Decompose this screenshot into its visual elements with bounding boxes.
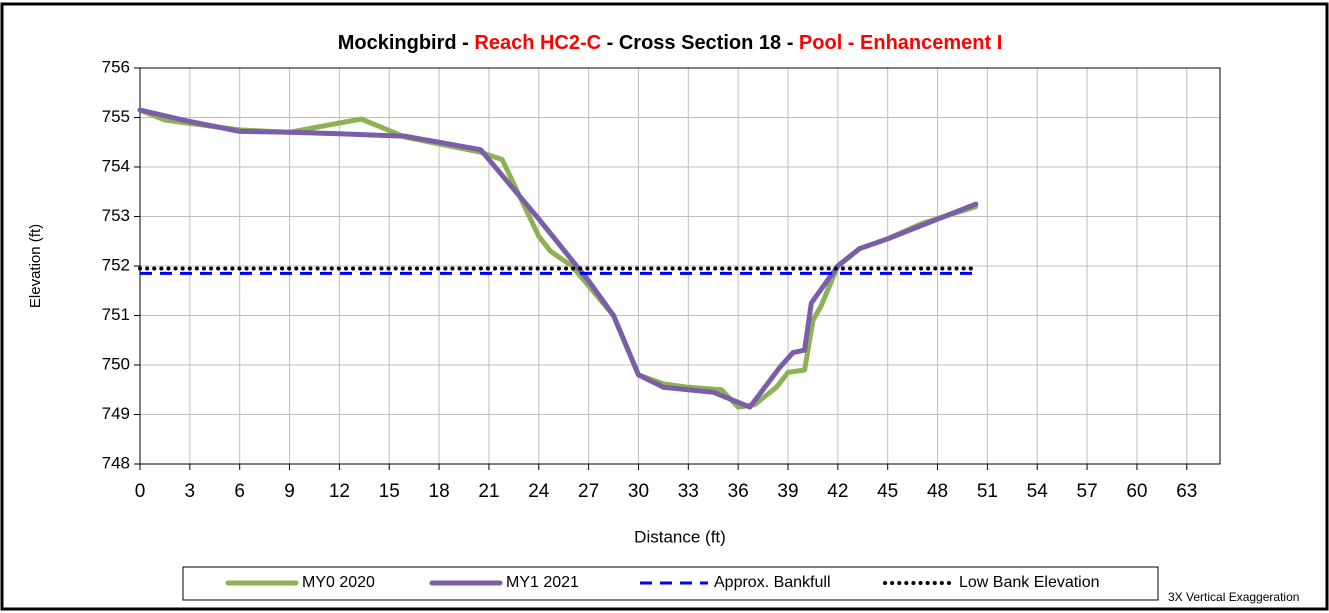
legend-label: MY0 2020 xyxy=(302,574,375,591)
y-tick-label: 755 xyxy=(102,107,130,126)
title-part: Pool - Enhancement I xyxy=(799,32,1002,54)
x-tick-label: 60 xyxy=(1126,481,1147,502)
title-part: Reach HC2-C xyxy=(474,32,601,54)
x-tick-label: 36 xyxy=(728,481,749,502)
x-tick-label: 42 xyxy=(827,481,848,502)
x-tick-label: 48 xyxy=(927,481,948,502)
title-part: - Cross Section 18 - xyxy=(601,32,799,54)
chart-title: Mockingbird - Reach HC2-C - Cross Sectio… xyxy=(338,32,1003,54)
plot-area xyxy=(139,67,1221,465)
annotation: 3X Vertical Exaggeration xyxy=(1168,590,1299,604)
x-tick-label: 21 xyxy=(478,481,499,502)
title-part: Mockingbird - xyxy=(338,32,475,54)
series-line xyxy=(137,107,979,410)
x-tick-label: 39 xyxy=(777,481,798,502)
legend-label: Approx. Bankfull xyxy=(714,574,831,591)
y-tick-label: 753 xyxy=(102,206,130,225)
x-tick-label: 63 xyxy=(1176,481,1197,502)
x-tick-label: 33 xyxy=(678,481,699,502)
x-tick-label: 15 xyxy=(379,481,400,502)
x-axis-title: Distance (ft) xyxy=(634,527,726,546)
y-tick-label: 756 xyxy=(102,57,130,76)
x-tick-label: 12 xyxy=(329,481,350,502)
x-tick-label: 27 xyxy=(578,481,599,502)
y-tick-label: 750 xyxy=(102,354,130,373)
legend-label: MY1 2021 xyxy=(506,574,579,591)
x-tick-label: 0 xyxy=(135,481,146,502)
series-line xyxy=(137,107,979,410)
x-tick-label: 18 xyxy=(429,481,450,502)
y-axis-title: Elevation (ft) xyxy=(27,224,44,308)
x-tick-label: 6 xyxy=(234,481,245,502)
y-tick-label: 754 xyxy=(102,156,130,175)
x-tick-label: 51 xyxy=(977,481,998,502)
y-tick-label: 748 xyxy=(102,453,130,472)
x-tick-label: 57 xyxy=(1077,481,1098,502)
y-tick-label: 752 xyxy=(102,255,130,274)
legend-label: Low Bank Elevation xyxy=(959,574,1100,591)
y-tick-label: 749 xyxy=(102,404,130,423)
x-tick-label: 3 xyxy=(185,481,196,502)
x-tick-label: 9 xyxy=(284,481,295,502)
x-tick-label: 54 xyxy=(1027,481,1049,502)
x-tick-label: 45 xyxy=(877,481,898,502)
y-tick-label: 751 xyxy=(102,305,130,324)
x-tick-label: 30 xyxy=(628,481,649,502)
x-tick-label: 24 xyxy=(528,481,550,502)
